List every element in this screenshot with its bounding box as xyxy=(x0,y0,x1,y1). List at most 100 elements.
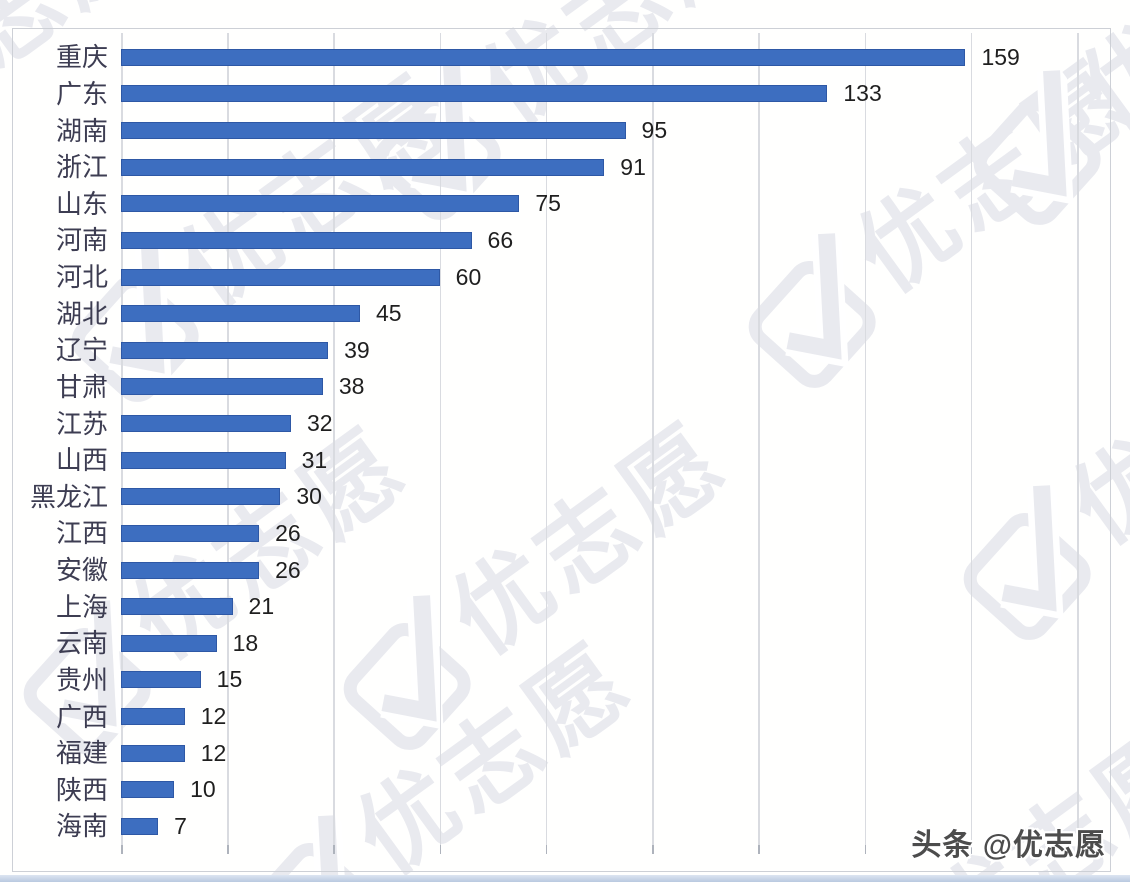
category-label: 重庆 xyxy=(55,42,108,73)
category-label: 陕西 xyxy=(55,774,108,805)
bar xyxy=(121,158,605,176)
bar-row: 湖北 45 xyxy=(13,295,1118,332)
value-label: 10 xyxy=(190,776,216,803)
bar xyxy=(121,634,217,652)
watermark: 优志愿 xyxy=(942,0,1130,244)
category-label: 湖北 xyxy=(55,298,108,329)
value-label: 91 xyxy=(620,153,646,180)
bar-row: 辽宁 39 xyxy=(13,332,1118,369)
axis-tick xyxy=(439,845,442,854)
bar xyxy=(121,122,626,140)
value-label: 12 xyxy=(200,703,227,730)
bar-row: 云南 18 xyxy=(13,625,1118,662)
category-label: 江苏 xyxy=(55,408,108,439)
value-label: 12 xyxy=(200,739,227,766)
axis-tick xyxy=(758,845,760,854)
axis-tick xyxy=(545,845,548,854)
watermark-checkmark-square-logo-icon xyxy=(748,232,876,388)
category-label: 黑龙江 xyxy=(29,481,108,512)
bar xyxy=(121,48,966,66)
axis-tick xyxy=(864,845,867,854)
bottom-edge-strip xyxy=(0,875,1130,882)
category-label: 福建 xyxy=(55,738,108,769)
value-label: 60 xyxy=(455,263,482,290)
bar-row: 河北 60 xyxy=(13,259,1118,296)
bar xyxy=(121,378,323,396)
category-label: 广东 xyxy=(55,78,108,109)
value-label: 159 xyxy=(981,43,1020,70)
gridline xyxy=(864,33,867,845)
value-label: 133 xyxy=(843,80,882,107)
gridline xyxy=(545,33,548,845)
bar xyxy=(121,451,286,469)
gridline xyxy=(1077,33,1079,845)
bar xyxy=(121,524,260,542)
category-label: 安徽 xyxy=(55,555,108,586)
axis-tick xyxy=(1077,845,1079,854)
category-label: 广西 xyxy=(55,701,108,732)
bar xyxy=(121,561,260,579)
value-label: 75 xyxy=(535,190,561,217)
watermark-checkmark-square-logo-icon xyxy=(973,69,1101,225)
bar-row: 河南 66 xyxy=(13,222,1118,259)
bar-row: 重庆 159 xyxy=(13,39,1118,76)
value-label: 45 xyxy=(376,300,402,327)
bar xyxy=(121,415,291,433)
chart-frame xyxy=(12,28,1111,872)
attribution-text: 头条 @优志愿 xyxy=(911,829,1106,862)
value-label: 21 xyxy=(248,593,275,620)
bar xyxy=(121,85,828,103)
bar xyxy=(121,341,329,359)
value-label: 15 xyxy=(216,666,243,693)
category-label: 云南 xyxy=(55,628,108,659)
bar xyxy=(121,744,185,762)
bar xyxy=(121,305,360,323)
bar-row: 广东 133 xyxy=(13,76,1118,113)
value-label: 26 xyxy=(275,556,301,583)
bar-row: 山西 31 xyxy=(13,442,1118,479)
category-label: 江西 xyxy=(55,518,108,549)
watermark: 优志愿 xyxy=(0,396,438,774)
value-label: 95 xyxy=(641,117,668,144)
bar xyxy=(121,781,175,799)
value-label: 31 xyxy=(301,446,328,473)
category-label: 浙江 xyxy=(55,152,108,183)
watermark: 优志愿 xyxy=(932,281,1130,659)
value-label: 18 xyxy=(232,629,259,656)
bar-row: 江苏 32 xyxy=(13,405,1118,442)
bar-row: 海南 7 xyxy=(13,808,1118,845)
category-label: 山西 xyxy=(55,445,108,476)
bar-row: 黑龙江 30 xyxy=(13,479,1118,516)
bar-row: 甘肃 38 xyxy=(13,369,1118,406)
category-label: 河北 xyxy=(55,262,108,293)
gridline xyxy=(121,33,123,845)
category-label: 上海 xyxy=(55,591,108,622)
value-label: 7 xyxy=(174,812,187,839)
plot-area: 重庆 159 广东 133 湖南 95 浙江 91 山东 75 河南 66 河北 60 湖北 45 辽宁 39 甘肃… xyxy=(13,39,1118,845)
value-label: 30 xyxy=(296,483,322,510)
bar xyxy=(121,488,281,506)
bar-row: 贵州 15 xyxy=(13,662,1118,699)
bar xyxy=(121,708,185,726)
bar xyxy=(121,817,159,835)
axis-tick xyxy=(121,845,123,854)
value-label: 38 xyxy=(338,373,365,400)
watermark: 优志愿 xyxy=(717,29,1130,407)
bar-row: 上海 21 xyxy=(13,588,1118,625)
gridline xyxy=(652,33,654,845)
axis-tick xyxy=(970,845,973,854)
axis-tick xyxy=(652,845,654,854)
category-label: 甘肃 xyxy=(55,371,108,402)
bar-row: 广西 12 xyxy=(13,698,1118,735)
gridline xyxy=(439,33,442,845)
bar-row: 陕西 10 xyxy=(13,772,1118,809)
bar-row: 山东 75 xyxy=(13,186,1118,223)
bar-row: 福建 12 xyxy=(13,735,1118,772)
watermark-checkmark-square-logo-icon xyxy=(23,599,151,755)
bar-row: 安徽 26 xyxy=(13,552,1118,589)
axis-tick xyxy=(333,845,335,854)
category-label: 山东 xyxy=(55,188,108,219)
bar xyxy=(121,195,520,213)
